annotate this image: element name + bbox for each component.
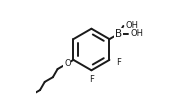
- Text: B: B: [115, 29, 122, 39]
- Text: F: F: [89, 75, 94, 84]
- Text: OH: OH: [130, 29, 143, 38]
- Text: F: F: [116, 58, 121, 67]
- Text: O: O: [64, 59, 71, 68]
- Text: OH: OH: [126, 21, 139, 30]
